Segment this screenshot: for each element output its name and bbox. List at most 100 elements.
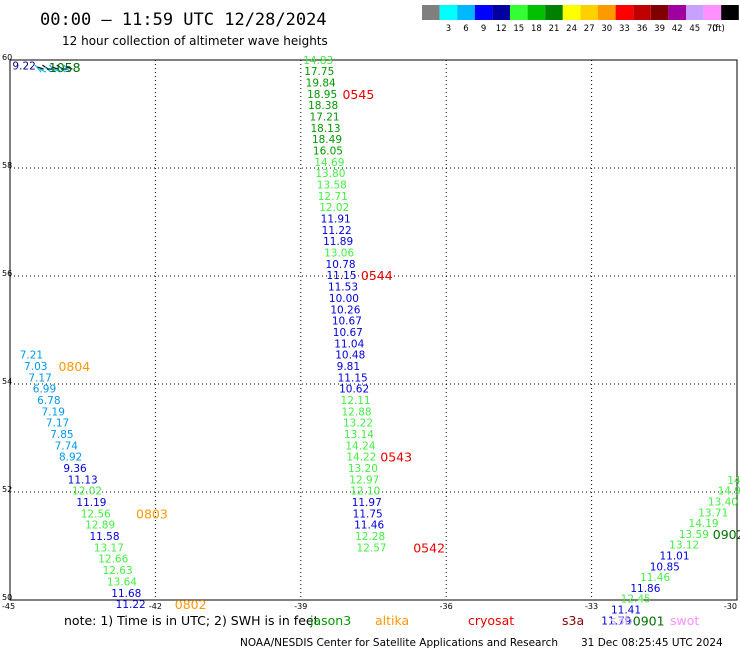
data-value: 14.22	[346, 452, 376, 464]
data-value: 13.40	[708, 497, 738, 509]
data-value: 11.01	[659, 551, 689, 563]
data-value: 12.89	[85, 520, 115, 532]
legend-swatch	[457, 5, 475, 20]
data-value: 14.83	[303, 55, 333, 67]
data-value: 11.86	[630, 583, 660, 595]
data-value: 10.48	[335, 350, 365, 362]
pass-time-label: 0545	[342, 87, 374, 102]
data-value: 13.80	[315, 168, 345, 180]
track-top-left: 9.22 1058	[12, 60, 80, 75]
data-value: 7.21	[20, 350, 43, 362]
legend-label: 42	[672, 24, 683, 34]
data-value: 11.04	[334, 338, 364, 350]
data-value: 18.95	[307, 89, 337, 101]
legend-swatch	[510, 5, 528, 20]
chart-subtitle: 12 hour collection of altimeter wave hei…	[62, 34, 328, 48]
note-text: note: 1) Time is in UTC; 2) SWH is in fe…	[64, 613, 319, 628]
data-value: 11.22	[116, 599, 146, 611]
legend-label: 45	[689, 24, 700, 34]
legend-swatch	[721, 5, 739, 20]
data-value: 13.14	[344, 429, 374, 441]
legend-swatch	[633, 5, 651, 20]
data-value: 13.17	[94, 542, 124, 554]
satellite-cryosat: cryosat	[468, 613, 514, 628]
data-value: 12.71	[318, 191, 348, 203]
pass-time-label: 0803	[136, 506, 168, 521]
data-value: 13.12	[669, 540, 699, 552]
data-value: 12.63	[103, 565, 133, 577]
y-tick-label: 54	[2, 377, 12, 386]
y-tick-label: 58	[2, 161, 12, 170]
legend-swatch	[474, 5, 493, 20]
y-tick-label: 50	[2, 593, 12, 602]
data-value: 14.69	[314, 157, 344, 169]
pass-time-label: 0804	[58, 359, 90, 374]
data-value: 7.74	[55, 440, 79, 452]
track-right: 14.8314.9213.4013.7114.1913.5913.1211.01…	[601, 475, 740, 628]
legend-label: 12	[496, 24, 507, 34]
data-value: 14.19	[689, 518, 719, 530]
data-value: 17.75	[304, 66, 334, 78]
satellite-s3b: s3b	[610, 613, 632, 628]
x-tick-label: -39	[294, 602, 307, 611]
y-tick-label: 56	[2, 269, 12, 278]
data-value: 14.92	[718, 486, 740, 498]
chart-title: 00:00 – 11:59 UTC 12/28/2024	[40, 10, 327, 30]
legend-swatch	[650, 5, 669, 20]
data-value: 10.67	[333, 327, 363, 339]
legend-swatch	[527, 5, 546, 20]
data-value: 12.02	[319, 202, 349, 214]
data-value: 10.78	[326, 259, 356, 271]
legend-swatch	[668, 5, 686, 20]
legend-swatch	[580, 5, 598, 20]
legend-label: 3	[446, 24, 451, 34]
overlap-cluster	[34, 64, 73, 73]
y-tick-label: 60	[2, 53, 12, 62]
data-value: 12.56	[81, 508, 111, 520]
data-value: 18.49	[312, 134, 342, 146]
data-value: 6.99	[33, 384, 56, 396]
data-value: 10.67	[332, 316, 362, 328]
data-value: 12.11	[341, 395, 371, 407]
satellite-s3a: s3a	[562, 613, 584, 628]
data-value: 12.28	[355, 531, 385, 543]
data-value: 12.10	[350, 486, 380, 498]
data-points: 9.22 1058 14.8317.7519.8418.9518.3817.2118…	[12, 55, 740, 629]
legend-swatch	[439, 5, 458, 20]
legend-swatch	[615, 5, 634, 20]
legend-swatch	[562, 5, 581, 20]
satellite-altika: altika	[375, 613, 409, 628]
data-value: 10.26	[330, 304, 360, 316]
data-value: 11.46	[354, 520, 384, 532]
y-tick-label: 52	[2, 485, 12, 494]
legend-label: 24	[566, 24, 577, 34]
pass-time-label: 0544	[361, 268, 393, 283]
legend-swatch	[703, 5, 722, 20]
data-value: 12.02	[72, 486, 102, 498]
plot-frame	[9, 59, 738, 601]
data-value: 12.88	[342, 406, 372, 418]
data-value: 9.36	[63, 463, 87, 475]
legend-swatch	[686, 5, 704, 20]
data-value: 11.15	[326, 270, 356, 282]
track-left: 7.217.037.176.996.787.197.177.857.748.92…	[20, 350, 207, 612]
data-value: 11.58	[89, 531, 119, 543]
satellite-jason3: jason3	[309, 613, 351, 628]
data-value: 12.66	[98, 554, 128, 566]
pass-time-label: 0543	[380, 450, 412, 465]
data-value: 18.38	[308, 100, 338, 112]
legend-label: 27	[584, 24, 595, 34]
legend-swatch	[598, 5, 616, 20]
data-value: 9.81	[337, 361, 360, 373]
data-value: 11.68	[111, 588, 141, 600]
data-value: 13.64	[107, 576, 137, 588]
color-legend: 3 6 9 12 15 18 21 24 27 30 33 36 39 42 45 70(ft)	[422, 5, 739, 34]
data-value: 10.85	[650, 561, 680, 573]
data-value: 13.58	[317, 180, 347, 192]
data-value: 11.41	[611, 605, 641, 617]
data-value: 11.91	[321, 214, 351, 226]
x-tick-label: -33	[585, 602, 598, 611]
data-value: 7.19	[42, 406, 65, 418]
pass-time-label: 0901	[633, 613, 665, 628]
